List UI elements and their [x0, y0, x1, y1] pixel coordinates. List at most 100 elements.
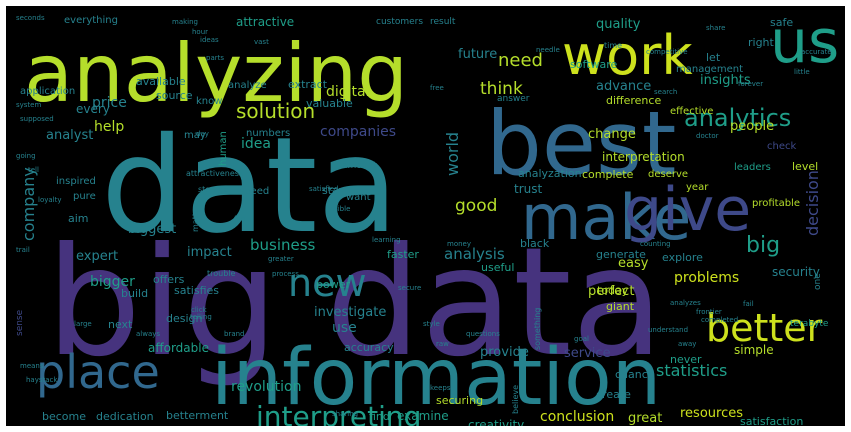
word-always: always [136, 330, 160, 338]
word-means: means [20, 362, 44, 370]
word-analyzes: analyzes [670, 299, 701, 307]
word-great: great [628, 411, 662, 426]
word-ideas: ideas [200, 36, 219, 44]
word-terabyte: terabyte [790, 319, 829, 329]
word-quality: quality [596, 17, 641, 32]
word-best: best [486, 92, 676, 195]
word-offers: offers [153, 273, 185, 286]
word-digital: digital [326, 84, 370, 100]
word-numbers: numbers [246, 128, 290, 139]
word-hour: hour [192, 28, 208, 36]
word-trust: trust [514, 182, 542, 196]
word-us: us [770, 7, 839, 77]
word-analyze: analyze [228, 80, 267, 91]
word-style: style [423, 320, 440, 328]
word-customers: customers [376, 17, 423, 27]
word-need: need [498, 50, 543, 71]
word-frontier: frontier [696, 308, 722, 316]
word-raw: raw [436, 340, 449, 348]
word-faster: faster [387, 248, 419, 261]
word-accurate: accurate [801, 48, 832, 56]
word-deserve: deserve [648, 169, 688, 180]
word-revolution: revolution [231, 379, 302, 395]
word-away: away [678, 340, 696, 348]
word-matter: matter [191, 204, 200, 232]
word-answer: answer [497, 94, 530, 104]
word-people: people [730, 119, 774, 134]
word-learning: learning [372, 236, 401, 244]
word-application: application [20, 86, 75, 97]
word-big-data: big data [46, 216, 664, 390]
word-sense: sense [15, 309, 25, 336]
word-competitive: competitive [646, 48, 688, 56]
word-expert: expert [76, 249, 118, 264]
word-want: want [346, 192, 371, 203]
word-accuracy: accuracy [344, 341, 394, 354]
word-never: never [670, 353, 702, 366]
word-future: future [458, 47, 497, 62]
word-loyalty: loyalty [38, 196, 62, 204]
word-every: every [76, 102, 110, 116]
word-result: result [430, 17, 456, 27]
word-human: human [218, 131, 229, 166]
word-leaders: leaders [734, 162, 771, 173]
word-dedication: dedication [96, 410, 154, 423]
word-something: something [533, 308, 542, 350]
word-perfect: perfect [588, 284, 634, 299]
word-help: help [94, 119, 124, 135]
word-one: one [813, 273, 823, 290]
word-level: level [792, 160, 818, 173]
word-source: source [156, 89, 193, 102]
word-analyzation: analyzation [518, 167, 582, 180]
word-black: black [520, 237, 550, 250]
word-sharing: sharing [332, 410, 358, 418]
word-betterment: betterment [166, 409, 229, 422]
word-better: better [706, 306, 823, 350]
word-making: making [172, 18, 198, 26]
word-easy: easy [618, 256, 649, 271]
word-explore: explore [662, 251, 703, 264]
word-big: big [746, 233, 780, 258]
word-system: system [16, 101, 41, 109]
word-questions: questions [466, 330, 500, 338]
word-completed: completed [701, 316, 738, 324]
word-service: service [564, 346, 611, 361]
word-analyst: analyst [46, 128, 93, 143]
word-chance: chance [615, 368, 655, 381]
word-build: build [121, 287, 148, 300]
word-right: right [748, 36, 775, 49]
word-process: process [272, 270, 299, 278]
word-analytics: analytics [684, 104, 791, 132]
word-investigate: investigate [314, 305, 386, 320]
word-software: software [570, 58, 617, 71]
word-vast: vast [254, 38, 269, 46]
word-decision: decision [803, 170, 822, 236]
word-work: work [562, 24, 693, 87]
word-satisfies: satisfies [174, 284, 219, 297]
word-generate: generate [596, 248, 646, 261]
word-attractive: attractive [236, 15, 294, 29]
word-understand: understand [648, 326, 688, 334]
word-fail: fail [743, 300, 754, 308]
word-securing: securing [436, 394, 483, 407]
word-giant: giant [606, 300, 635, 313]
word-simple: simple [734, 343, 774, 357]
word-needle: needle [536, 46, 560, 54]
word-satisfaction: satisfaction [740, 415, 803, 426]
word-useful: useful [481, 261, 514, 274]
word-believe: believe [511, 385, 520, 414]
word-day: day [196, 130, 209, 138]
word-trouble: trouble [207, 269, 236, 278]
word-provide: provide [480, 345, 529, 360]
word-company: company [19, 167, 38, 241]
word-power: power [316, 278, 350, 291]
word-management: management [676, 64, 743, 75]
word-design: design [166, 312, 203, 325]
word-next: next [108, 318, 133, 331]
word-become: become [42, 410, 86, 423]
word-idea: idea [241, 136, 271, 152]
word-companies: companies [320, 124, 396, 140]
word-cloud-background [6, 6, 845, 426]
word-profitable: profitable [752, 198, 800, 209]
